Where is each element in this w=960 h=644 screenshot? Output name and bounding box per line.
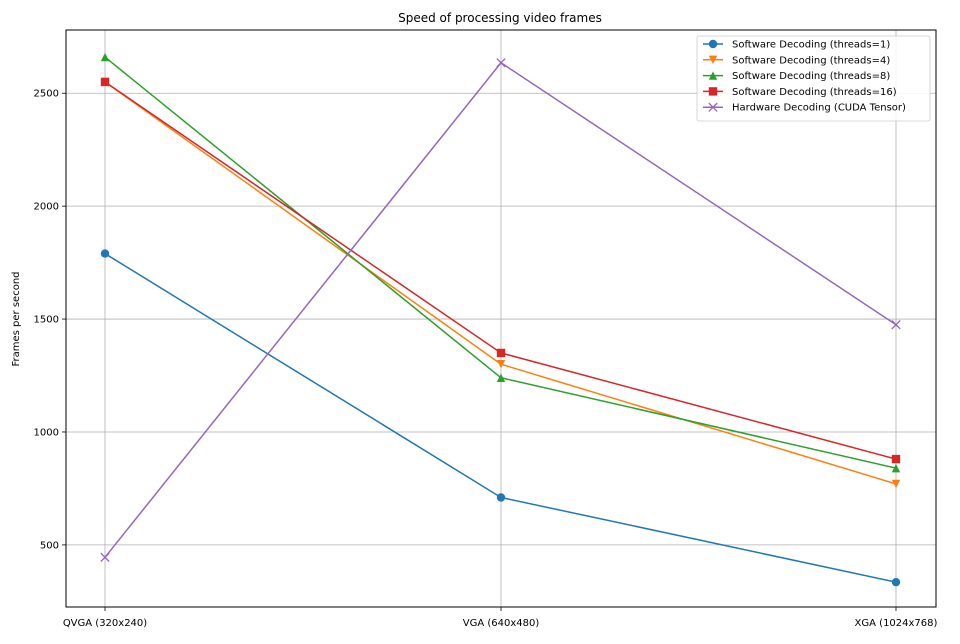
series-1-point (496, 493, 506, 502)
series-2-point (891, 479, 901, 489)
x-tick-label: VGA (640x480) (463, 618, 540, 629)
legend-label: Software Decoding (threads=16) (732, 87, 897, 98)
series-2-point (496, 360, 506, 369)
series-3-point (891, 463, 901, 473)
legend-marker (708, 102, 718, 112)
y-tick-label: 500 (40, 540, 59, 551)
legend-marker (708, 55, 718, 64)
legend-marker (708, 71, 718, 80)
series-2-line (104, 81, 897, 485)
series-3 (100, 52, 901, 473)
x-tick-label: XGA (1024x768) (855, 618, 938, 629)
y-tick-label: 2000 (34, 202, 59, 213)
x-marker-stroke (708, 102, 718, 112)
series-5-point (100, 552, 110, 562)
series-2 (100, 77, 901, 489)
legend-item: Hardware Decoding (CUDA Tensor) (703, 102, 906, 114)
legend-marker (708, 87, 718, 96)
series-1-point (891, 577, 901, 587)
series-1 (100, 249, 901, 587)
x-tick-label: QVGA (320x240) (63, 618, 147, 629)
legend-label: Software Decoding (threads=4) (732, 55, 890, 66)
legend-label: Software Decoding (threads=1) (732, 40, 890, 51)
legend-item: Software Decoding (threads=4) (703, 55, 890, 66)
series-1-line (104, 252, 897, 583)
x-marker-stroke (496, 58, 506, 68)
x-marker-stroke (891, 320, 901, 330)
legend-item: Software Decoding (threads=8) (703, 71, 890, 82)
legend: Software Decoding (threads=1) Software De… (696, 35, 931, 122)
chart-title: Speed of processing video frames (398, 11, 602, 25)
legend-item: Software Decoding (threads=1) (703, 40, 890, 51)
series-5-line (104, 61, 897, 558)
series-5-point (496, 58, 506, 68)
y-tick-label: 1000 (34, 427, 59, 438)
series-4-point (100, 77, 110, 87)
series-3-point (496, 373, 506, 382)
axis-layer: QVGA (320x240) VGA (640x480) XGA (1024x768… (34, 89, 938, 629)
legend-label: Software Decoding (threads=8) (732, 71, 890, 82)
series-4 (100, 77, 901, 464)
legend-item: Software Decoding (threads=16) (703, 87, 897, 98)
series-4-point (891, 454, 901, 464)
series-4-line (104, 81, 897, 460)
legend-box (696, 35, 931, 122)
series-5-point (891, 320, 901, 330)
legend-marker (708, 39, 718, 49)
legend-label: Hardware Decoding (CUDA Tensor) (732, 103, 906, 114)
series-layer (100, 52, 901, 587)
y-tick-label: 1500 (34, 315, 59, 326)
y-tick-label: 2500 (34, 89, 59, 100)
series-1-point (100, 249, 110, 258)
series-4-point (496, 348, 506, 358)
series-5 (100, 58, 901, 562)
series-3-point (100, 52, 110, 62)
x-marker-stroke (100, 552, 110, 562)
y-axis-label: Frames per second (11, 272, 22, 367)
